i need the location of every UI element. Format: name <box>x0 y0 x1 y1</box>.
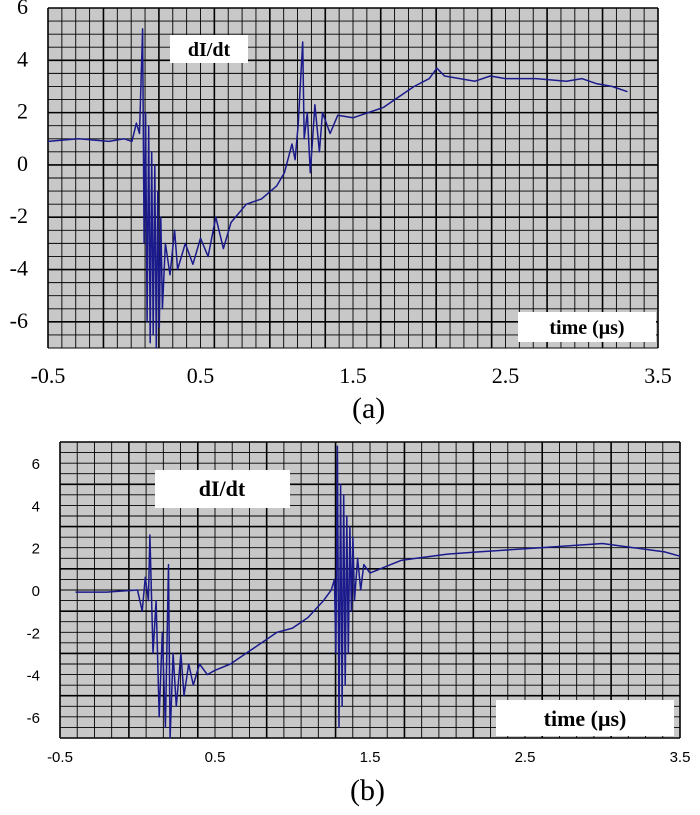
y-tick-label: 2 <box>32 541 40 558</box>
chart-b: -0.5 0.5 1.5 2.5 3.5 6 4 2 0 -2 -4 -6 dI/dt time (μs) <box>27 441 691 766</box>
x-axis-label: time (μs) <box>544 706 627 731</box>
y-tick-label: -2 <box>10 203 28 228</box>
figure-a: -0.5 0.5 1.5 2.5 3.5 6 4 2 0 -2 -4 -6 dI/dt time (μs)… <box>10 0 672 425</box>
y-tick-label: 4 <box>32 498 40 515</box>
x-axis-label: time (μs) <box>549 317 624 339</box>
caption-a: (a) <box>352 392 386 425</box>
caption-b: (b) <box>350 774 385 807</box>
series-label-box <box>170 35 248 63</box>
y-tick-label: 0 <box>32 583 40 600</box>
series-line-didt <box>75 445 681 739</box>
series-label: dI/dt <box>188 39 231 61</box>
x-tick-label: 0.5 <box>205 749 226 766</box>
y-tick-label: 4 <box>17 46 28 71</box>
y-tick-label: -6 <box>10 308 28 333</box>
y-tick-label: -6 <box>27 710 40 727</box>
y-tick-label: -4 <box>27 668 40 685</box>
x-tick-label: -0.5 <box>31 363 66 388</box>
x-tick-label: 2.5 <box>492 363 520 388</box>
series-label-box <box>155 470 290 508</box>
x-tick-label: 1.5 <box>339 363 367 388</box>
y-tick-label: 0 <box>17 151 28 176</box>
series-label: dI/dt <box>199 476 246 501</box>
y-tick-label: 2 <box>17 99 28 124</box>
y-tick-label: -2 <box>27 625 40 642</box>
x-tick-label: 2.5 <box>515 749 536 766</box>
axis-label-box <box>518 312 656 342</box>
x-tick-label: 3.5 <box>670 749 691 766</box>
chart-a: -0.5 0.5 1.5 2.5 3.5 6 4 2 0 -2 -4 -6 dI/dt time (μs) <box>10 0 672 388</box>
y-tick-label: -4 <box>10 256 28 281</box>
figure-b: -0.5 0.5 1.5 2.5 3.5 6 4 2 0 -2 -4 -6 dI/dt time (μs)… <box>0 436 700 815</box>
y-tick-label: 6 <box>17 0 28 19</box>
x-tick-label: 0.5 <box>187 363 215 388</box>
series-line-didt <box>47 28 628 349</box>
x-tick-label: 3.5 <box>644 363 672 388</box>
x-tick-label: -0.5 <box>47 749 73 766</box>
y-tick-label: 6 <box>32 456 40 473</box>
axis-label-box <box>496 700 674 736</box>
x-tick-label: 1.5 <box>360 749 381 766</box>
